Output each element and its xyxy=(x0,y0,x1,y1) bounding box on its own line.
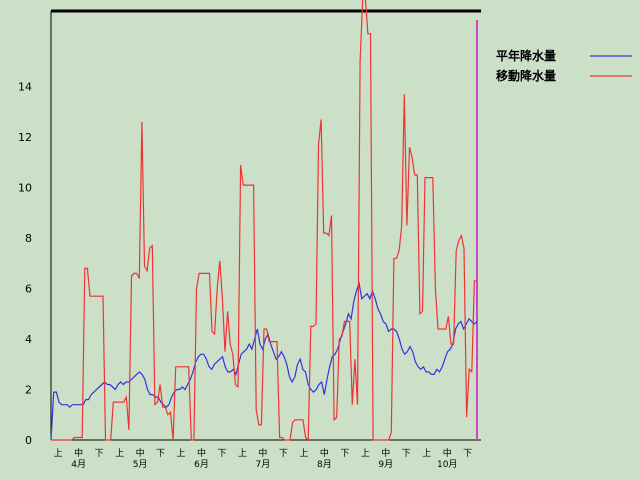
x-period-label: 中 xyxy=(197,447,206,459)
legend-label: 移動降水量 xyxy=(496,68,556,83)
x-period-label: 中 xyxy=(258,447,267,459)
y-tick-label: 10 xyxy=(18,182,32,195)
x-period-label: 下 xyxy=(279,449,288,459)
x-period-label: 中 xyxy=(74,447,83,459)
x-month-label: 9月 xyxy=(378,459,393,470)
x-period-label: 中 xyxy=(320,447,329,459)
x-period-label: 上 xyxy=(299,448,308,459)
x-period-label: 上 xyxy=(115,448,124,459)
series-lines xyxy=(50,0,478,442)
y-tick-label: 6 xyxy=(25,283,32,296)
x-period-label: 上 xyxy=(238,448,247,459)
axes xyxy=(50,9,481,441)
x-period-label: 上 xyxy=(422,448,431,459)
y-tick-label: 12 xyxy=(18,131,32,144)
x-period-label: 下 xyxy=(340,449,349,459)
x-month-label: 10月 xyxy=(437,459,457,470)
y-tick-label: 4 xyxy=(25,333,32,346)
x-month-label: 7月 xyxy=(256,459,271,470)
y-tick-label: 8 xyxy=(25,232,32,245)
x-period-label: 上 xyxy=(177,448,186,459)
y-tick-label: 14 xyxy=(18,81,32,94)
x-period-label: 下 xyxy=(156,449,165,459)
x-period-label: 中 xyxy=(443,447,452,459)
y-tick-labels: 0 2 4 6 8 10 12 14 xyxy=(18,81,32,447)
y-tick-label: 0 xyxy=(25,434,32,447)
x-period-label: 下 xyxy=(217,449,226,459)
x-month-label: 8月 xyxy=(317,459,332,470)
x-period-label: 下 xyxy=(463,449,472,459)
legend-label: 平年降水量 xyxy=(496,48,556,63)
x-period-label: 下 xyxy=(402,449,411,459)
x-period-label: 中 xyxy=(136,447,145,459)
x-month-label: 4月 xyxy=(71,459,86,470)
x-month-label: 5月 xyxy=(133,459,148,470)
x-tick-labels: 上中下上中下上中下上中下上中下上中下上中下4月 5月 6月 7月 8月 9月 10月 xyxy=(54,447,473,470)
y-tick-label: 2 xyxy=(25,384,32,397)
x-month-label: 6月 xyxy=(194,459,209,470)
x-period-label: 中 xyxy=(381,447,390,459)
moving-precipitation-line xyxy=(51,0,477,442)
x-period-label: 下 xyxy=(95,449,104,459)
x-period-label: 上 xyxy=(54,448,63,459)
x-period-label: 上 xyxy=(361,448,370,459)
